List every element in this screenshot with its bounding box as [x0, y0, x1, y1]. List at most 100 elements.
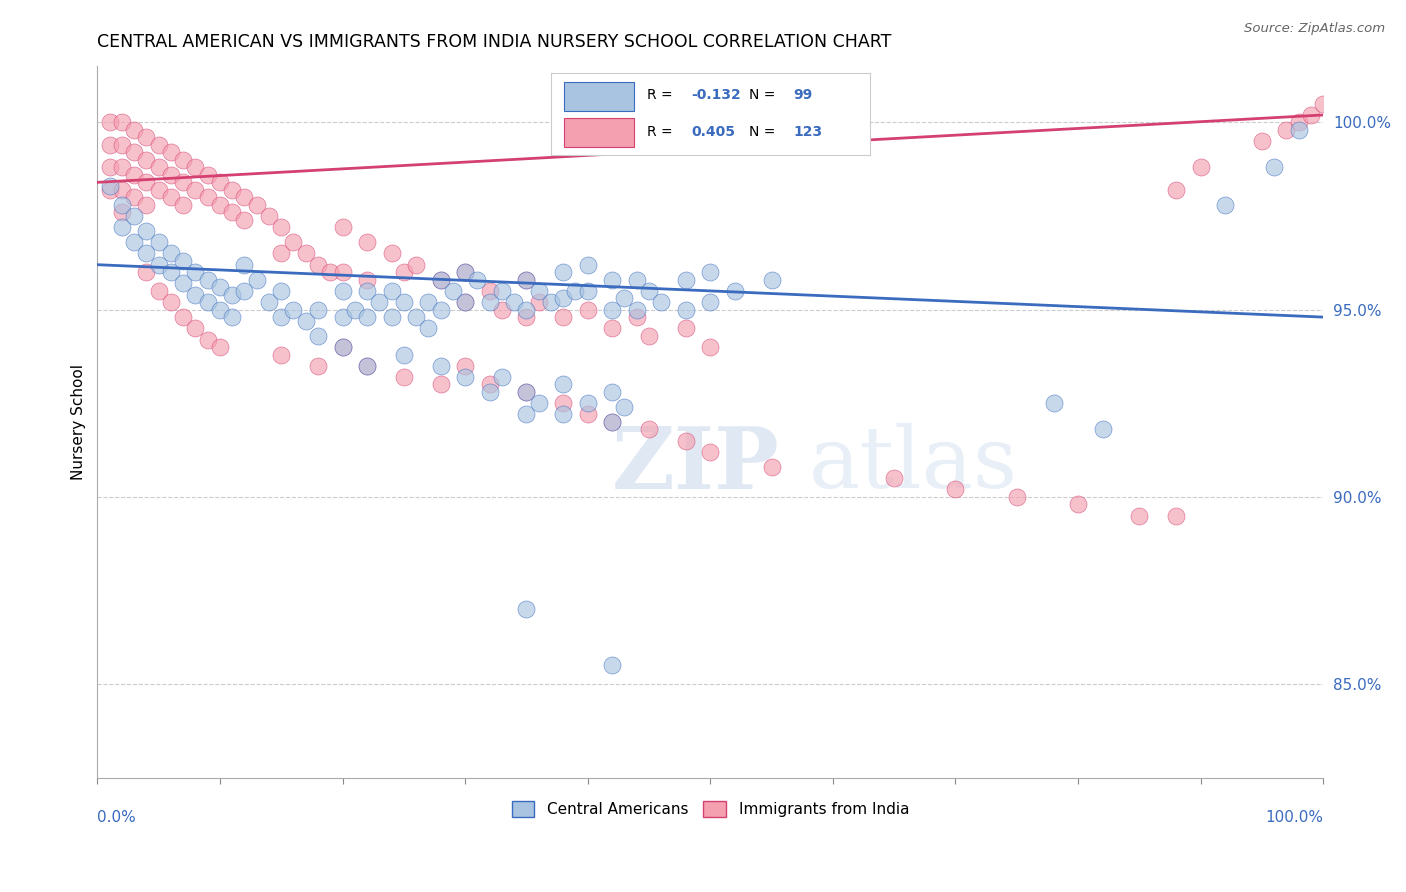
Point — [405, 258, 427, 272]
Point — [233, 284, 256, 298]
Point — [600, 321, 623, 335]
Point — [454, 359, 477, 373]
Point — [675, 302, 697, 317]
Point — [122, 123, 145, 137]
Y-axis label: Nursery School: Nursery School — [72, 364, 86, 480]
Point — [392, 265, 415, 279]
Point — [626, 273, 648, 287]
Point — [148, 235, 170, 250]
Point — [98, 183, 121, 197]
Text: Source: ZipAtlas.com: Source: ZipAtlas.com — [1244, 22, 1385, 36]
Point — [478, 377, 501, 392]
Point — [184, 161, 207, 175]
Point — [307, 258, 329, 272]
Text: 0.0%: 0.0% — [97, 810, 136, 824]
Point — [257, 295, 280, 310]
Point — [454, 295, 477, 310]
Point — [356, 284, 378, 298]
Point — [135, 175, 157, 189]
Point — [1128, 508, 1150, 523]
Point — [699, 295, 721, 310]
Point — [515, 384, 537, 399]
Point — [283, 235, 305, 250]
Point — [172, 175, 194, 189]
Point — [553, 292, 575, 306]
Point — [454, 370, 477, 384]
Point — [441, 284, 464, 298]
Point — [1166, 508, 1188, 523]
Point — [638, 284, 661, 298]
Point — [270, 310, 292, 325]
Point — [307, 359, 329, 373]
Point — [576, 284, 599, 298]
Text: 100.0%: 100.0% — [1265, 810, 1323, 824]
Point — [883, 471, 905, 485]
Point — [1288, 123, 1310, 137]
Point — [1091, 422, 1114, 436]
Point — [576, 258, 599, 272]
Point — [332, 340, 354, 354]
Point — [1042, 396, 1064, 410]
Point — [1263, 161, 1285, 175]
Point — [761, 459, 783, 474]
Point — [491, 302, 513, 317]
Point — [515, 302, 537, 317]
Point — [675, 434, 697, 448]
Point — [197, 190, 219, 204]
Point — [1275, 123, 1298, 137]
Point — [111, 198, 134, 212]
Point — [148, 161, 170, 175]
Point — [111, 220, 134, 235]
Point — [197, 333, 219, 347]
Point — [208, 175, 231, 189]
Point — [467, 273, 489, 287]
Point — [172, 153, 194, 167]
Point — [600, 658, 623, 673]
Point — [307, 302, 329, 317]
Point — [98, 115, 121, 129]
Point — [197, 295, 219, 310]
Point — [515, 408, 537, 422]
Point — [392, 370, 415, 384]
Point — [257, 209, 280, 223]
Point — [1213, 198, 1236, 212]
Point — [111, 137, 134, 152]
Point — [699, 445, 721, 459]
Point — [381, 246, 404, 260]
Point — [332, 265, 354, 279]
Point — [246, 273, 269, 287]
Point — [515, 273, 537, 287]
Point — [160, 145, 183, 160]
Point — [699, 265, 721, 279]
Point — [454, 295, 477, 310]
Point — [527, 295, 550, 310]
Point — [392, 295, 415, 310]
Point — [564, 284, 586, 298]
Point — [503, 295, 526, 310]
Point — [478, 384, 501, 399]
Point — [332, 220, 354, 235]
Point — [283, 302, 305, 317]
Point — [405, 310, 427, 325]
Point — [1166, 183, 1188, 197]
Point — [184, 287, 207, 301]
Point — [160, 168, 183, 182]
Point — [233, 190, 256, 204]
Point — [148, 258, 170, 272]
Point — [332, 284, 354, 298]
Point — [1005, 490, 1028, 504]
Point — [429, 273, 451, 287]
Point — [515, 384, 537, 399]
Point — [356, 359, 378, 373]
Text: ZIP: ZIP — [612, 423, 780, 507]
Point — [270, 347, 292, 361]
Point — [429, 377, 451, 392]
Point — [356, 310, 378, 325]
Point — [111, 115, 134, 129]
Point — [392, 347, 415, 361]
Point — [1288, 115, 1310, 129]
Point — [454, 265, 477, 279]
Point — [478, 295, 501, 310]
Point — [343, 302, 366, 317]
Point — [600, 273, 623, 287]
